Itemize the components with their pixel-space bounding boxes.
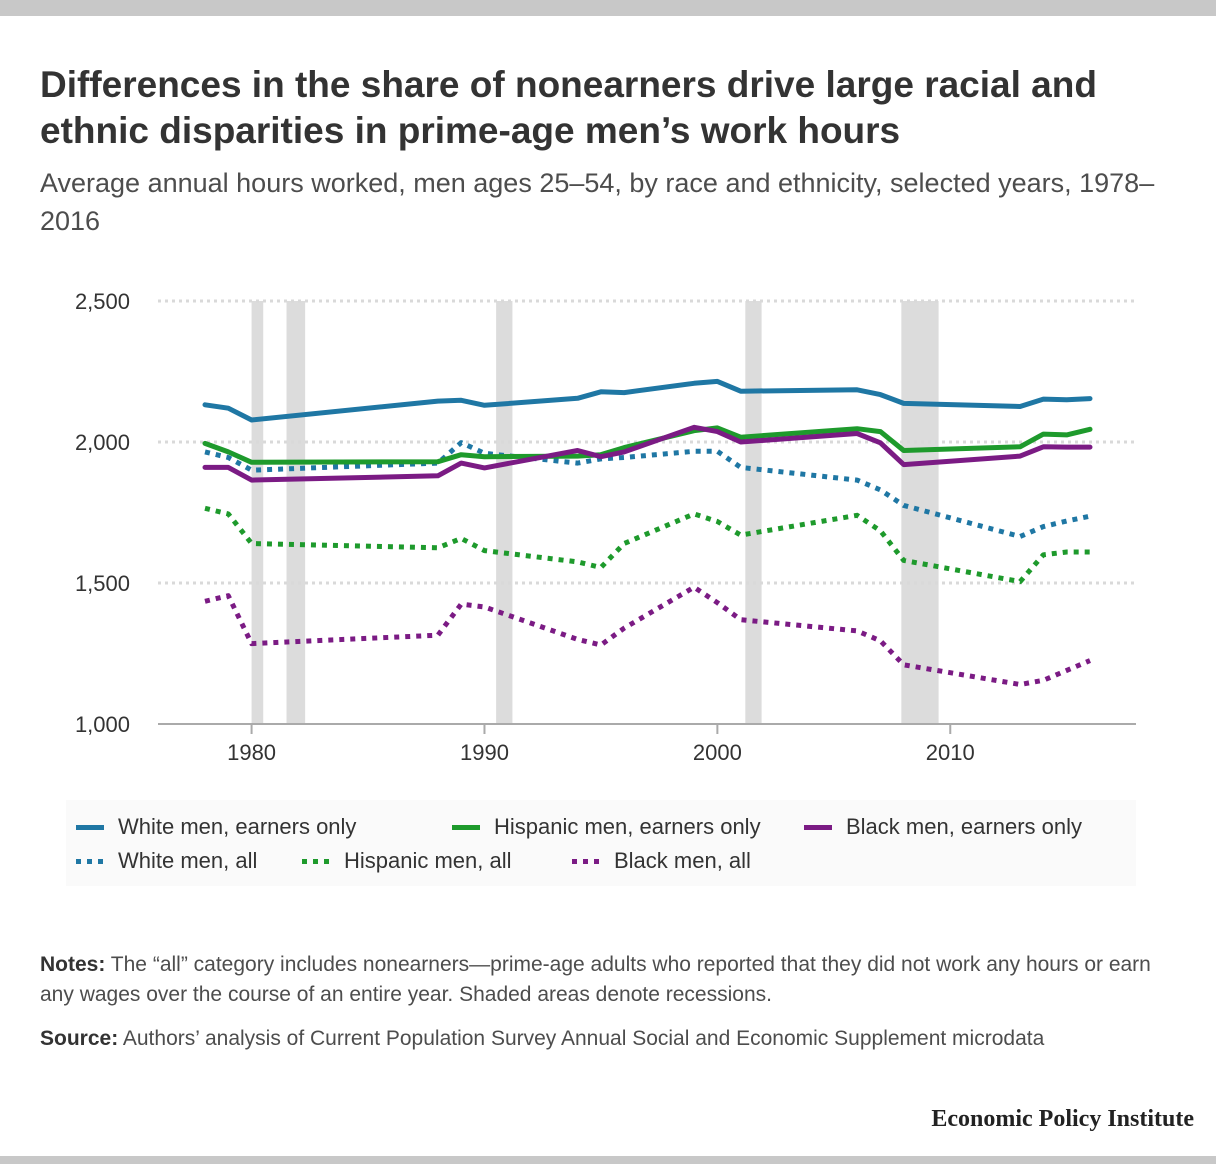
recession-band <box>901 301 939 724</box>
legend: White men, earners only Hispanic men, ea… <box>66 800 1136 886</box>
notes-text: The “all” category includes nonearners—p… <box>40 953 1151 1006</box>
recession-band <box>251 301 264 724</box>
legend-swatch-black-all <box>572 859 600 864</box>
chart-subtitle: Average annual hours worked, men ages 25… <box>40 168 1155 236</box>
notes: Notes: The “all” category includes nonea… <box>40 950 1170 1010</box>
gridlines <box>158 299 1136 585</box>
legend-swatch-hispanic-all <box>302 859 330 864</box>
bottom-border <box>0 1156 1216 1164</box>
y-tick-label: 2,000 <box>75 430 130 455</box>
legend-label: Hispanic men, all <box>344 848 512 873</box>
series-line-white-men-all <box>204 440 1091 539</box>
legend-swatch-black-earners <box>804 825 832 830</box>
legend-label: Black men, all <box>614 848 751 873</box>
series-lines <box>202 378 1093 687</box>
series-line-hispanic-men-all <box>204 505 1090 585</box>
legend-swatch-white-earners <box>76 825 104 830</box>
chart-title: Differences in the share of nonearners d… <box>40 64 1097 151</box>
x-tick-label: 2000 <box>693 740 742 760</box>
legend-label: Hispanic men, earners only <box>494 814 761 839</box>
recession-bands <box>251 301 939 724</box>
x-tick-label: 1990 <box>460 740 509 760</box>
y-tick-label: 1,000 <box>75 712 130 737</box>
legend-swatch-white-all <box>76 859 104 864</box>
recession-band <box>496 301 513 724</box>
series-line-black-men-all <box>204 584 1091 687</box>
legend-label: White men, earners only <box>118 814 357 839</box>
source-text: Authors’ analysis of Current Population … <box>118 1027 1045 1050</box>
series-line-hispanic-men-earners-only <box>202 425 1093 465</box>
series-line-white-men-earners-only <box>202 378 1093 423</box>
axes: 1,000 1,500 2,000 2,500 1980 1990 2000 2010 <box>75 289 1136 760</box>
legend-label: White men, all <box>118 848 258 873</box>
y-tick-label: 1,500 <box>75 571 130 596</box>
source-label: Source: <box>40 1027 119 1050</box>
brand-logo: Economic Policy Institute <box>931 1106 1194 1132</box>
source: Source: Authors’ analysis of Current Pop… <box>40 1024 1170 1054</box>
y-tick-label: 2,500 <box>75 289 130 314</box>
line-chart: 1,000 1,500 2,000 2,500 1980 1990 2000 2010 <box>75 289 1136 760</box>
recession-band <box>286 301 306 724</box>
x-tick-label: 2010 <box>926 740 975 760</box>
x-tick-label: 1980 <box>227 740 276 760</box>
notes-label: Notes: <box>40 953 106 976</box>
top-border <box>0 0 1216 16</box>
legend-swatch-hispanic-earners <box>452 825 480 830</box>
series-line-black-men-earners-only <box>202 424 1093 483</box>
recession-band <box>745 301 762 724</box>
legend-label: Black men, earners only <box>846 814 1082 839</box>
